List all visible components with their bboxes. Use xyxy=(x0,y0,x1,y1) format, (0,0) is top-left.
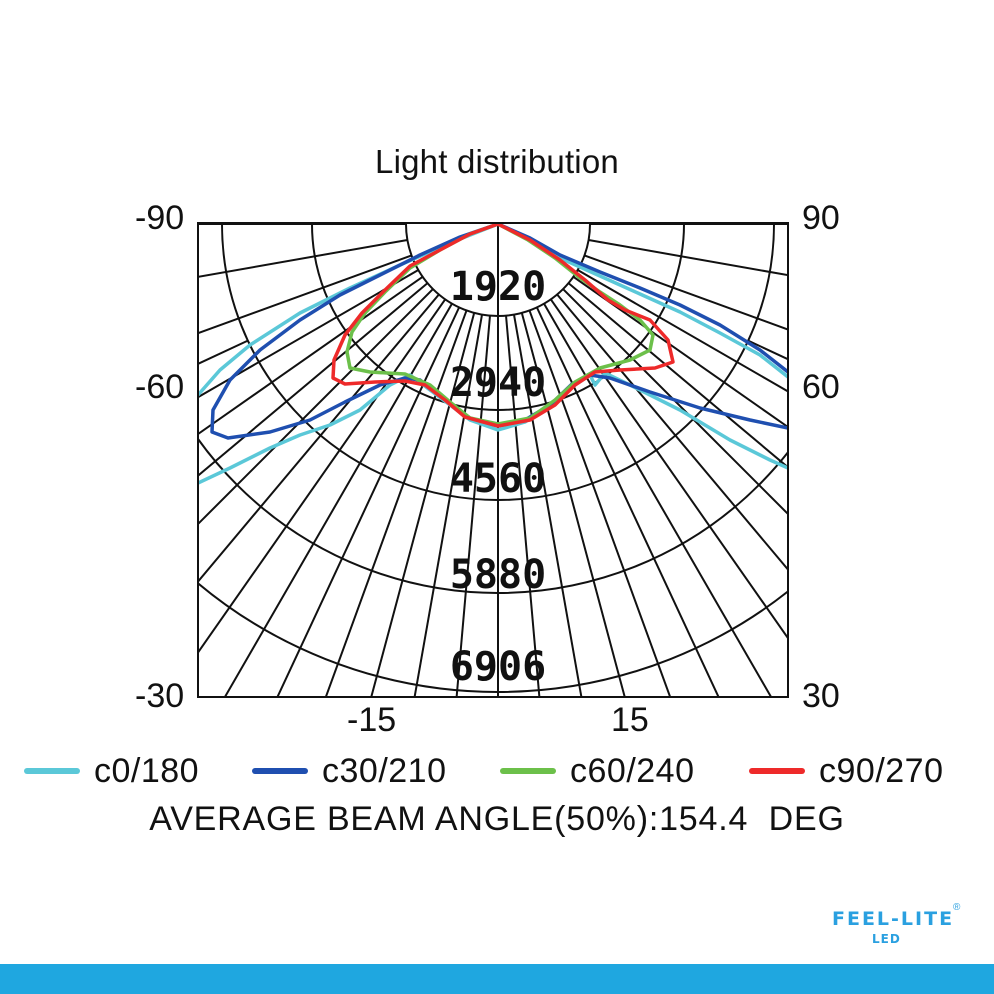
ring-label-6906: 6906 xyxy=(450,644,546,690)
curve-c30-210 xyxy=(210,223,788,440)
legend-item-c60: c60/240 xyxy=(500,752,695,790)
chart-title: Light distribution xyxy=(375,143,619,180)
average-beam-angle: AVERAGE BEAM ANGLE(50%):154.4 DEG xyxy=(0,800,994,839)
beam-label: AVERAGE BEAM ANGLE(50%): xyxy=(149,800,660,838)
footer-bar xyxy=(0,964,994,994)
legend-swatch-c90 xyxy=(749,768,805,774)
legend: c0/180 c30/210 c60/240 c90/270 xyxy=(0,752,994,792)
legend-item-c0: c0/180 xyxy=(24,752,199,790)
axis-label-left-mid: -60 xyxy=(135,368,185,406)
legend-label-c60: c60/240 xyxy=(570,752,695,790)
registered-icon: ® xyxy=(953,902,961,913)
ring-label-2940: 2940 xyxy=(450,360,546,406)
curve-c60-240 xyxy=(345,223,655,426)
legend-swatch-c60 xyxy=(500,768,556,774)
legend-label-c30: c30/210 xyxy=(322,752,447,790)
legend-label-c90: c90/270 xyxy=(819,752,944,790)
ring-label-1920: 1920 xyxy=(450,264,546,310)
legend-item-c90: c90/270 xyxy=(749,752,944,790)
axis-label-bottom-left: -15 xyxy=(347,701,397,739)
brand-logo: FEEL-LITE ® LED xyxy=(832,902,962,954)
axis-label-bottom-right: 15 xyxy=(611,701,649,739)
ring-label-4560: 4560 xyxy=(450,456,546,502)
logo-main-text: FEEL-LITE xyxy=(832,908,955,930)
axis-label-right-bottom: 30 xyxy=(802,677,840,715)
polar-grid xyxy=(198,223,788,697)
legend-swatch-c30 xyxy=(252,768,308,774)
legend-item-c30: c30/210 xyxy=(252,752,447,790)
legend-label-c0: c0/180 xyxy=(94,752,200,790)
logo-sub-text: LED xyxy=(872,932,901,946)
plot-frame xyxy=(197,222,789,698)
ring-label-5880: 5880 xyxy=(450,552,546,598)
ring-labels: 1920 2940 4560 5880 6906 xyxy=(450,264,546,690)
legend-swatch-c0 xyxy=(24,768,80,774)
axis-label-left-top: -90 xyxy=(135,199,185,237)
axis-label-right-mid: 60 xyxy=(802,368,840,406)
beam-unit: DEG xyxy=(768,800,845,838)
curve-c0-180 xyxy=(198,371,788,485)
beam-value: 154.4 xyxy=(659,800,749,838)
axis-label-left-bottom: -30 xyxy=(135,677,185,715)
curve-c90-270 xyxy=(331,223,675,428)
curve-c30-210 xyxy=(496,223,788,374)
intensity-curves xyxy=(198,223,788,485)
axis-label-right-top: 90 xyxy=(802,199,840,237)
